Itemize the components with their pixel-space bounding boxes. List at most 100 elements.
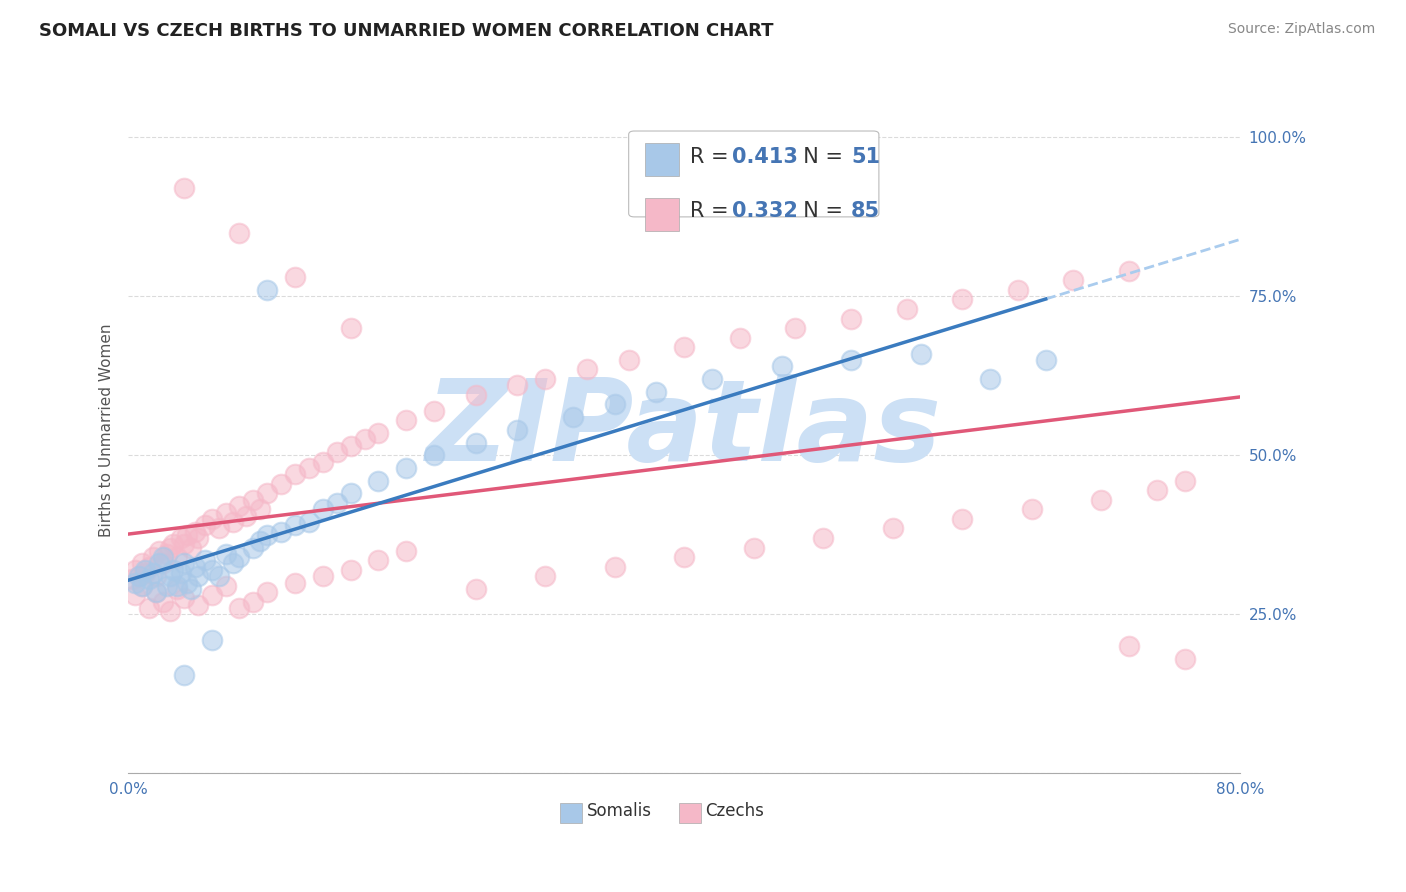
Point [201, 512, 224, 526]
Point [148, 543, 170, 558]
Point [180, 582, 202, 596]
Point [145, 585, 167, 599]
Point [221, 515, 243, 529]
Point [617, 352, 640, 367]
FancyBboxPatch shape [628, 131, 879, 217]
Point [214, 547, 236, 561]
Point [395, 543, 418, 558]
Point [603, 397, 626, 411]
Point [326, 445, 349, 459]
Point [339, 486, 361, 500]
Point [312, 569, 335, 583]
Point [156, 547, 179, 561]
Point [284, 467, 307, 482]
Point [256, 486, 278, 500]
Text: Somalis: Somalis [586, 802, 651, 820]
Point [170, 531, 193, 545]
Point [138, 601, 160, 615]
Point [235, 508, 257, 523]
Point [298, 515, 321, 529]
Point [700, 372, 723, 386]
Point [339, 563, 361, 577]
Point [1090, 492, 1112, 507]
Point [534, 372, 557, 386]
Point [138, 559, 160, 574]
Point [339, 321, 361, 335]
Point [284, 575, 307, 590]
Point [156, 579, 179, 593]
Point [575, 362, 598, 376]
Point [242, 541, 264, 555]
Point [228, 226, 250, 240]
Point [728, 330, 751, 344]
FancyBboxPatch shape [560, 803, 582, 823]
Point [121, 572, 143, 586]
Point [166, 550, 188, 565]
Point [134, 566, 156, 580]
Point [367, 425, 389, 440]
Point [131, 557, 153, 571]
Point [673, 340, 696, 354]
Point [221, 557, 243, 571]
Text: 85: 85 [851, 201, 880, 221]
Point [228, 550, 250, 565]
Point [256, 585, 278, 599]
Point [214, 579, 236, 593]
Text: 51: 51 [851, 147, 880, 167]
Point [152, 594, 174, 608]
Text: 0.413: 0.413 [733, 147, 799, 167]
Point [423, 404, 446, 418]
Point [839, 311, 862, 326]
Point [187, 569, 209, 583]
Point [159, 604, 181, 618]
Point [152, 557, 174, 571]
Point [180, 541, 202, 555]
Point [166, 579, 188, 593]
Point [173, 667, 195, 681]
Point [201, 588, 224, 602]
Point [1118, 264, 1140, 278]
Text: 0.332: 0.332 [733, 201, 799, 221]
Point [131, 579, 153, 593]
Point [128, 569, 150, 583]
Point [124, 575, 146, 590]
Point [395, 413, 418, 427]
Point [176, 528, 198, 542]
Point [207, 569, 229, 583]
Point [207, 521, 229, 535]
Point [813, 531, 835, 545]
Point [138, 572, 160, 586]
Point [159, 569, 181, 583]
Point [270, 524, 292, 539]
Point [339, 439, 361, 453]
Point [464, 582, 486, 596]
Y-axis label: Births to Unmarried Women: Births to Unmarried Women [100, 323, 114, 537]
Point [785, 321, 807, 335]
Point [145, 569, 167, 583]
Point [950, 293, 973, 307]
Point [367, 553, 389, 567]
Point [134, 563, 156, 577]
Point [742, 541, 765, 555]
Point [312, 455, 335, 469]
Point [131, 579, 153, 593]
Point [187, 531, 209, 545]
Point [228, 601, 250, 615]
Point [142, 566, 165, 580]
Point [249, 502, 271, 516]
Point [145, 585, 167, 599]
Point [170, 566, 193, 580]
Point [184, 524, 207, 539]
Text: ZIPatlas: ZIPatlas [426, 375, 942, 485]
Point [159, 541, 181, 555]
Point [173, 537, 195, 551]
Point [534, 569, 557, 583]
Point [124, 563, 146, 577]
Point [979, 372, 1001, 386]
Point [142, 550, 165, 565]
Point [128, 569, 150, 583]
Point [242, 594, 264, 608]
Point [910, 346, 932, 360]
Point [673, 550, 696, 565]
Point [166, 582, 188, 596]
